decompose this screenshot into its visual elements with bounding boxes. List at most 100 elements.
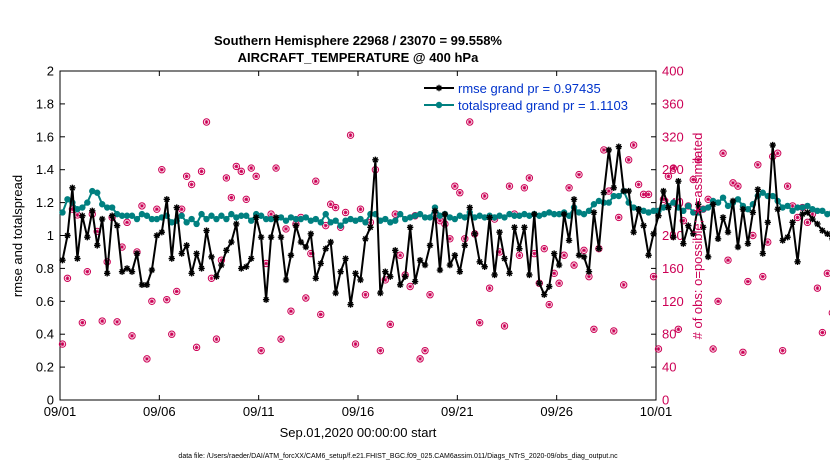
rmse-point [550, 250, 558, 257]
obs-count-point [634, 180, 643, 189]
spread-point [714, 199, 722, 206]
rmse-point [183, 242, 190, 249]
rmse-point [600, 189, 608, 196]
spread-point [292, 215, 300, 223]
spread-point [362, 219, 369, 226]
rmse-point [570, 196, 578, 203]
obs-count-point [252, 172, 260, 180]
spread-point [809, 205, 816, 213]
spread-point [481, 214, 488, 221]
rmse-point [685, 222, 692, 229]
obs-count-point [624, 156, 633, 164]
obs-count-point [644, 190, 653, 199]
spread-point [99, 201, 106, 208]
rmse-point [223, 247, 230, 254]
spread-point [302, 214, 310, 221]
rmse-point [297, 238, 305, 246]
spread-point [382, 215, 389, 223]
right-tick-label: 360 [662, 96, 684, 111]
spread-point [307, 217, 315, 224]
spread-point [605, 199, 613, 206]
rmse-point [784, 233, 791, 241]
left-tick-label: 0.8 [36, 261, 54, 276]
rmse-point [650, 230, 657, 238]
spread-point [277, 214, 285, 221]
obs-count-point [734, 182, 742, 190]
rmse-point [660, 187, 667, 195]
rmse-point [302, 243, 310, 251]
rmse-point [84, 233, 91, 241]
rmse-point [630, 229, 637, 236]
legend-spread-label: totalspread grand pr = 1.1103 [458, 98, 628, 113]
rmse-point [282, 276, 290, 284]
rmse-point [739, 205, 747, 213]
x-tick-label: 09/11 [243, 404, 275, 419]
obs-count-point [475, 318, 484, 327]
rmse-point [233, 220, 240, 228]
rmse-point [565, 237, 573, 244]
spread-point [501, 214, 508, 221]
spread-point [183, 219, 190, 226]
left-tick-label: 1 [47, 228, 54, 243]
right-tick-label: 400 [662, 64, 684, 79]
obs-count-point [620, 281, 628, 289]
rmse-point [640, 222, 647, 229]
rmse-point [526, 271, 533, 279]
rmse-point [625, 187, 632, 195]
spread-point [550, 210, 558, 218]
x-axis-label: Sep.01,2020 00:00:00 start [280, 425, 437, 440]
spread-point [699, 205, 707, 213]
spread-point [223, 215, 230, 223]
spread-point [685, 202, 692, 210]
spread-point [814, 207, 821, 215]
obs-count-point [500, 322, 509, 330]
rmse-point [670, 233, 677, 241]
obs-count-point [396, 251, 404, 259]
x-tick-label: 09/26 [540, 404, 573, 419]
spread-point [312, 215, 319, 223]
rmse-point [123, 265, 131, 272]
obs-count-point [113, 318, 121, 326]
rmse-point [228, 238, 235, 246]
rmse-point [118, 268, 126, 275]
rmse-point [555, 261, 563, 269]
obs-count-point [818, 328, 827, 337]
rmse-point [74, 255, 81, 262]
spread-point [138, 210, 146, 218]
spread-point [690, 209, 697, 216]
left-tick-label: 1.6 [36, 129, 54, 144]
rmse-point [252, 214, 260, 221]
obs-count-point [679, 216, 688, 225]
spread-point [650, 207, 657, 215]
spread-point [103, 204, 111, 211]
obs-count-point [83, 267, 92, 276]
right-tick-label: 40 [662, 360, 676, 375]
obs-count-point [629, 141, 638, 149]
rmse-point [729, 197, 737, 205]
rmse-point [128, 268, 136, 275]
spread-point [426, 214, 434, 221]
spread-point [64, 196, 71, 203]
rmse-point [367, 224, 374, 231]
rmse-point [292, 222, 300, 229]
spread-point [610, 192, 617, 200]
obs-count-point [242, 195, 250, 204]
obs-count-point [197, 167, 206, 176]
spread-point [377, 217, 384, 224]
rmse-point [779, 237, 786, 244]
obs-count-point [182, 172, 191, 180]
spread-point [287, 214, 295, 221]
obs-count-point [590, 325, 598, 333]
rmse-point [267, 233, 275, 241]
obs-count-point [575, 170, 583, 179]
rmse-point [416, 256, 424, 264]
rmse-point [516, 245, 523, 252]
rmse-point [704, 253, 712, 261]
obs-count-point [610, 327, 618, 335]
rmse-point [809, 215, 816, 223]
obs-count-point [232, 162, 241, 171]
obs-count-point [282, 225, 290, 233]
spread-point [541, 210, 548, 218]
rmse-point [655, 212, 662, 219]
